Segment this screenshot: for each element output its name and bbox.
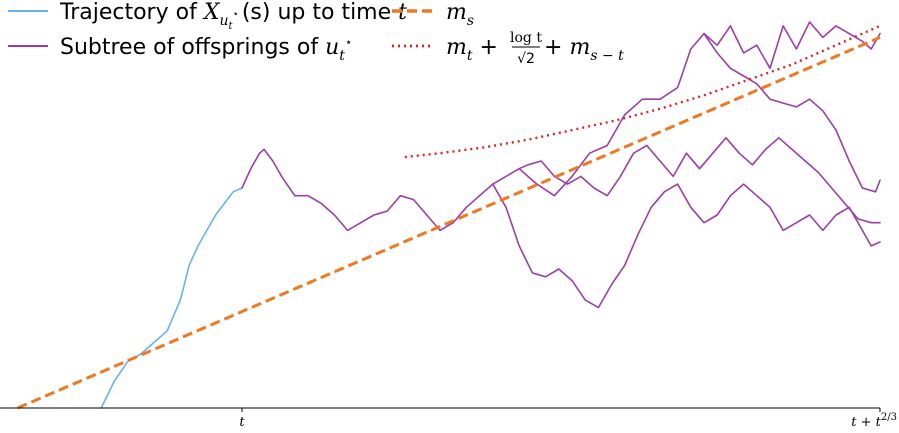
- series-subtree-a: [518, 21, 881, 197]
- x-tick-label-t: t: [239, 415, 245, 430]
- series-subtree-d: [492, 183, 881, 309]
- series-trunk: [241, 148, 520, 232]
- series-trajectory: [100, 187, 243, 409]
- x-axis: t t + t2/3: [0, 407, 897, 430]
- legend-bound-fraction-numerator: log t: [510, 30, 542, 46]
- series-subtree-c: [518, 137, 881, 224]
- legend: Trajectory of Xut⋆ (s) up to time t Subtre…: [8, 0, 624, 67]
- x-tick-label-t-end: t + t2/3: [851, 412, 897, 430]
- legend-label-m-s: ms: [446, 0, 474, 29]
- legend-label-bound-tail: + ms − t: [544, 35, 624, 64]
- legend-label-trajectory: Trajectory of Xut⋆ (s) up to time t: [59, 0, 407, 32]
- legend-label-bound: mt +: [446, 35, 498, 64]
- series-subtree-b: [703, 32, 881, 193]
- series-m-s: [17, 36, 881, 410]
- series-bound: [404, 24, 881, 159]
- series-layer: [17, 21, 881, 410]
- legend-bound-fraction-denominator: √2: [517, 51, 535, 67]
- legend-label-subtree: Subtree of offsprings of ut⋆: [60, 35, 352, 64]
